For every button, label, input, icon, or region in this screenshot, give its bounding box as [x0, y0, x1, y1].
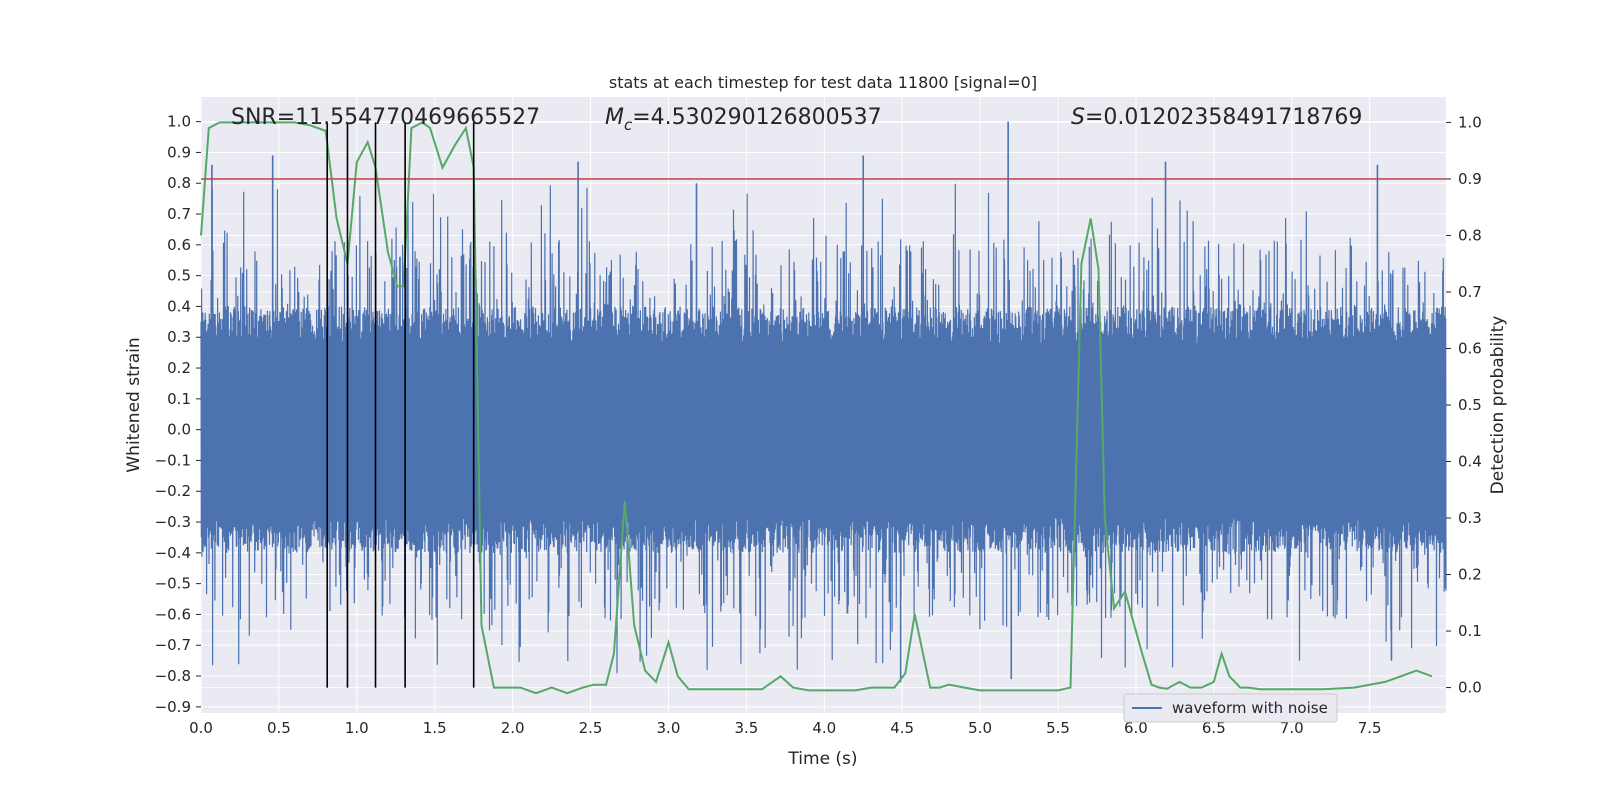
left-tick-label-13: −0.3 [155, 513, 191, 531]
waveform-trace [200, 183, 1447, 674]
right-tick-label-3: 0.7 [1458, 283, 1482, 301]
x-tick-label-7: 3.5 [734, 719, 758, 737]
left-tick-label-19: −0.9 [155, 698, 191, 716]
right-tick-label-10: 0.0 [1458, 679, 1482, 697]
vertical-markers [326, 122, 475, 688]
x-tick-label-12: 6.0 [1124, 719, 1148, 737]
right-tick-label-4: 0.6 [1458, 339, 1482, 357]
chart-title: stats at each timestep for test data 118… [609, 73, 1037, 92]
left-tick-label-4: 0.6 [167, 236, 191, 254]
x-axis-ticks: 0.0 0.5 1.0 1.5 2.0 2.5 3.0 3.5 4.0 4.5 5.0 5.5 6.0 6… [189, 719, 1382, 737]
waveform-series [200, 121, 1447, 683]
x-tick-label-2: 1.0 [345, 719, 369, 737]
left-tick-label-18: −0.8 [155, 667, 191, 685]
right-tick-label-2: 0.8 [1458, 226, 1482, 244]
right-tick-label-6: 0.4 [1458, 453, 1482, 471]
left-tick-label-6: 0.4 [167, 297, 191, 315]
probability-series [200, 121, 1433, 695]
x-tick-label-13: 6.5 [1202, 719, 1226, 737]
left-tick-label-7: 0.3 [167, 328, 191, 346]
s-annotation: S=0.01202358491718769 [1071, 105, 1362, 130]
left-tick-label-9: 0.1 [167, 390, 191, 408]
x-tick-label-5: 2.5 [579, 719, 603, 737]
left-axis-ticks: 1.0 0.9 0.8 0.7 0.6 0.5 0.4 0.3 0.2 0.1 0.0 −0.1 −0.… [155, 113, 201, 716]
right-tick-label-8: 0.2 [1458, 566, 1482, 584]
left-tick-label-12: −0.2 [155, 482, 191, 500]
legend: waveform with noise [1123, 693, 1338, 723]
x-tick-label-14: 7.0 [1280, 719, 1304, 737]
left-tick-label-2: 0.8 [167, 174, 191, 192]
left-tick-label-3: 0.7 [167, 205, 191, 223]
left-tick-label-10: 0.0 [167, 421, 191, 439]
x-tick-label-6: 3.0 [657, 719, 681, 737]
left-tick-label-16: −0.6 [155, 605, 191, 623]
left-tick-label-15: −0.5 [155, 575, 191, 593]
left-tick-label-0: 1.0 [167, 113, 191, 131]
left-tick-label-11: −0.1 [155, 451, 191, 469]
left-tick-label-17: −0.7 [155, 636, 191, 654]
legend-box [1123, 693, 1338, 723]
x-tick-label-3: 1.5 [423, 719, 447, 737]
x-tick-label-1: 0.5 [267, 719, 291, 737]
left-tick-label-5: 0.5 [167, 267, 191, 285]
left-tick-label-8: 0.2 [167, 359, 191, 377]
left-tick-label-1: 0.9 [167, 143, 191, 161]
x-tick-label-8: 4.0 [812, 719, 836, 737]
right-axis-label: Detection probability [1488, 316, 1508, 495]
x-tick-label-4: 2.0 [501, 719, 525, 737]
right-tick-label-0: 1.0 [1458, 113, 1482, 131]
right-tick-label-5: 0.5 [1458, 396, 1482, 414]
right-tick-label-9: 0.1 [1458, 622, 1482, 640]
x-tick-label-11: 5.5 [1046, 719, 1070, 737]
x-tick-label-0: 0.0 [189, 719, 213, 737]
probability-line [200, 121, 1433, 695]
snr-annotation: SNR=11.554770469665527 [231, 105, 540, 130]
chirp-mass-annotation: Mc=4.530290126800537 [605, 105, 882, 134]
left-axis-label: Whitened strain [124, 337, 144, 472]
x-tick-label-10: 5.0 [968, 719, 992, 737]
x-axis-label: Time (s) [787, 749, 857, 769]
right-tick-label-1: 0.9 [1458, 170, 1482, 188]
right-axis-ticks: 1.0 0.9 0.8 0.7 0.6 0.5 0.4 0.3 0.2 0.1 0.0 [1446, 113, 1482, 697]
x-tick-label-15: 7.5 [1358, 719, 1382, 737]
left-tick-label-14: −0.4 [155, 544, 191, 562]
x-tick-label-9: 4.5 [890, 719, 914, 737]
right-tick-label-7: 0.3 [1458, 509, 1482, 527]
legend-label: waveform with noise [1172, 699, 1328, 717]
